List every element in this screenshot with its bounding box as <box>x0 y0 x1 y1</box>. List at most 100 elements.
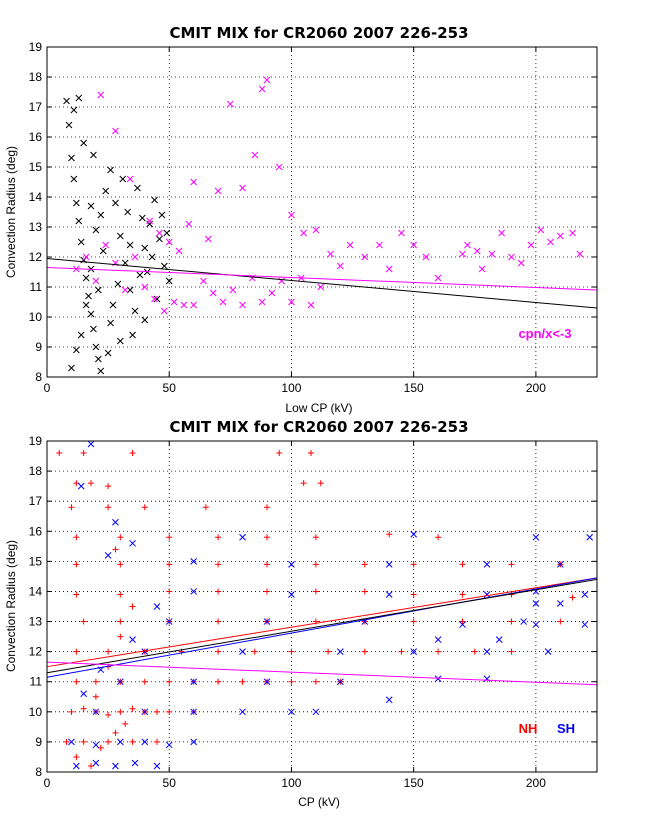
top-data-point <box>90 151 97 159</box>
top-data-point <box>72 346 80 354</box>
top-ytick-label: 16 <box>29 130 43 144</box>
bottom-data-point <box>544 648 552 655</box>
bottom-data-point <box>117 561 124 568</box>
bottom-data-point <box>105 711 112 718</box>
bottom-data-point <box>581 591 589 598</box>
top-data-point <box>109 301 117 309</box>
top-data-point <box>146 220 154 228</box>
bottom-ytick-label: 14 <box>29 584 43 598</box>
top-ytick-label: 15 <box>29 160 43 174</box>
bottom-data-point <box>520 618 528 625</box>
top-data-point <box>204 235 212 243</box>
bottom-data-point <box>276 450 283 457</box>
top-data-point <box>385 265 393 273</box>
bottom-data-point <box>325 648 332 655</box>
top-data-point <box>190 301 198 309</box>
top-data-point <box>346 241 354 249</box>
bottom-data-point <box>73 648 80 655</box>
top-data-point <box>239 184 246 192</box>
bottom-fit-line-2 <box>46 578 598 674</box>
bottom-data-point <box>336 678 344 686</box>
bottom-data-point <box>105 738 112 745</box>
bottom-data-point <box>385 561 393 568</box>
bottom-data-point <box>80 705 87 712</box>
bottom-data-point <box>361 588 368 595</box>
top-data-point <box>190 178 198 186</box>
top-data-point <box>131 253 139 261</box>
bottom-data-point <box>92 741 100 749</box>
top-data-point <box>129 331 136 339</box>
top-data-point <box>180 301 188 309</box>
bottom-data-point <box>129 705 136 712</box>
top-xtick-label: 200 <box>526 381 546 395</box>
bottom-data-point <box>92 708 100 716</box>
bottom-data-point <box>556 561 564 568</box>
bottom-ytick-label: 18 <box>29 464 43 478</box>
top-ytick-label: 19 <box>29 40 43 54</box>
bottom-data-point <box>532 621 540 628</box>
bottom-series-0 <box>56 450 576 769</box>
bottom-data-point <box>117 618 124 625</box>
bottom-data-point <box>141 504 148 511</box>
bottom-data-point <box>215 588 222 595</box>
bottom-data-point <box>116 738 124 746</box>
bottom-series-1 <box>68 440 594 770</box>
bottom-data-point <box>288 591 295 598</box>
top-data-point <box>94 355 102 363</box>
bottom-data-point <box>73 591 80 598</box>
top-data-point <box>92 226 100 234</box>
bottom-data-point <box>361 561 368 568</box>
bottom-data-point <box>166 588 173 595</box>
top-data-point <box>136 271 144 279</box>
bottom-data-point <box>129 738 136 745</box>
bottom-data-point <box>68 504 75 511</box>
bottom-data-point <box>117 591 124 598</box>
top-data-point <box>214 187 222 195</box>
bottom-data-point <box>317 480 324 487</box>
bottom-data-point <box>165 618 173 625</box>
bottom-data-point <box>166 561 173 568</box>
top-data-point <box>239 301 246 309</box>
bottom-data-point <box>56 450 63 457</box>
bottom-fit-line-3 <box>46 661 598 686</box>
top-data-point <box>138 214 146 222</box>
top-data-point <box>398 229 405 237</box>
bottom-data-point <box>129 450 136 457</box>
top-data-point <box>268 289 276 297</box>
bottom-data-point <box>239 678 246 685</box>
bottom-data-point <box>312 708 320 716</box>
bottom-data-point <box>312 561 319 568</box>
bottom-data-point <box>166 678 173 685</box>
top-xtick-label: 100 <box>281 381 301 395</box>
top-ytick-label: 12 <box>29 250 43 264</box>
top-data-point <box>517 259 525 267</box>
bottom-data-point <box>154 738 160 745</box>
bottom-data-point <box>264 561 270 568</box>
top-data-point <box>121 286 129 294</box>
bottom-data-point <box>398 648 405 655</box>
top-ytick-label: 14 <box>29 190 43 204</box>
top-data-point <box>141 316 149 324</box>
bottom-data-point <box>153 762 161 770</box>
top-data-point <box>156 235 163 243</box>
top-axes-frame <box>46 46 598 378</box>
bottom-ytick-label: 10 <box>29 705 43 719</box>
top-ytick-label: 10 <box>29 310 43 324</box>
bottom-data-point <box>215 618 222 625</box>
bottom-data-point <box>569 594 576 601</box>
top-data-point <box>112 127 119 135</box>
bottom-data-point <box>112 729 119 736</box>
bottom-data-point <box>410 561 417 568</box>
top-data-point <box>175 247 183 255</box>
bottom-data-point <box>215 561 222 568</box>
bottom-ytick-label: 13 <box>29 615 43 629</box>
bottom-data-point <box>410 618 417 625</box>
bottom-data-point <box>288 708 295 716</box>
top-ytick-label: 17 <box>29 100 43 114</box>
top-data-point <box>75 94 83 102</box>
top-xtick-label: 150 <box>404 381 424 395</box>
top-data-point <box>547 238 554 246</box>
top-data-point <box>151 295 158 303</box>
top-data-point <box>556 232 564 240</box>
top-data-point <box>131 307 139 315</box>
